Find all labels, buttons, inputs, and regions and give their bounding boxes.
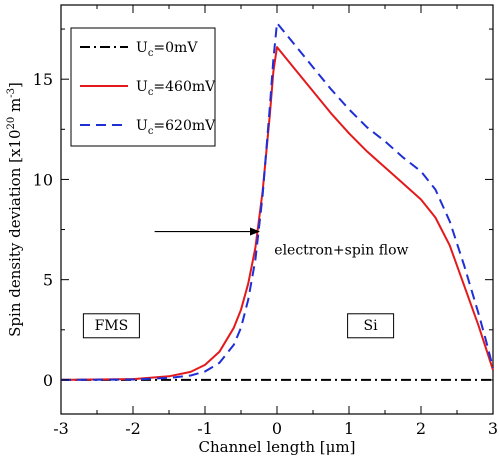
x-tick-label: 3	[488, 419, 498, 438]
y-tick-label: 15	[33, 70, 53, 89]
annotation-layer: electron+spin flow FMS Si	[82, 227, 409, 339]
legend-label-0: Uc=0mV	[136, 40, 198, 59]
legend-label-rest: =0mV	[153, 40, 198, 56]
y-tick-label: 5	[43, 271, 53, 290]
series-line-2	[60, 22, 494, 381]
legend-label-sub: c	[148, 87, 154, 98]
y-axis-label-unit-exp: -3	[6, 88, 17, 98]
legend-label-rest: =460mV	[153, 79, 216, 95]
x-tick-label: -2	[125, 419, 141, 438]
fms-region-label: FMS	[95, 318, 129, 334]
y-axis-label-main: Spin density deviation [x10	[6, 129, 24, 336]
flow-arrow-label: electron+spin flow	[274, 243, 408, 259]
y-axis-label-exp: 20	[6, 117, 17, 130]
y-axis-label-close: ]	[6, 82, 24, 88]
y-tick-label: 0	[43, 371, 53, 390]
y-axis-label: Spin density deviation [x1020 m-3]	[6, 82, 24, 337]
legend-label-sub: c	[148, 126, 154, 137]
legend-label-2: Uc=620mV	[136, 118, 216, 137]
x-axis-label: Channel length [μm]	[199, 438, 356, 456]
legend-label-main: U	[136, 79, 148, 95]
tick-layer: -3 -2 -1 0 1 2 3 0 5 10 15	[33, 5, 498, 438]
x-tick-label: 2	[416, 419, 426, 438]
series-line-1	[60, 46, 494, 381]
legend-label-main: U	[136, 118, 148, 134]
si-region-box	[347, 313, 395, 339]
y-tick-label: 10	[33, 170, 53, 189]
si-region-label: Si	[364, 318, 379, 334]
x-tick-label: -3	[53, 419, 69, 438]
y-axis-label-unit: m	[6, 98, 24, 117]
legend-label-rest: =620mV	[153, 118, 216, 134]
x-tick-label: 1	[344, 419, 354, 438]
legend-label-sub: c	[148, 48, 154, 59]
legend-label-main: U	[136, 40, 148, 56]
series-layer	[60, 22, 494, 381]
legend-label-1: Uc=460mV	[136, 79, 216, 98]
x-tick-label: -1	[197, 419, 213, 438]
x-tick-label: 0	[272, 419, 282, 438]
fms-region-box	[82, 313, 140, 339]
